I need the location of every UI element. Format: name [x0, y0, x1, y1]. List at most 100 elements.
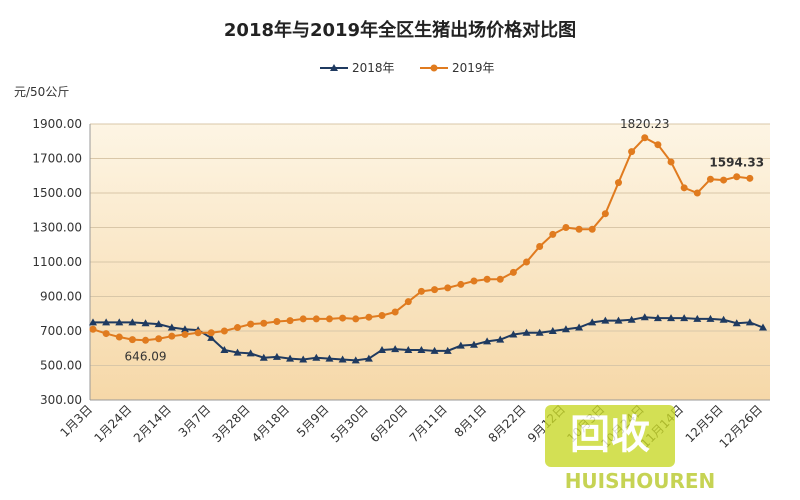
point	[667, 314, 676, 322]
point	[141, 319, 150, 327]
point	[115, 318, 124, 326]
point	[194, 329, 202, 337]
point	[339, 314, 347, 322]
point	[234, 324, 242, 332]
point	[128, 336, 136, 344]
watermark: 回收 HUISHOUREN	[545, 405, 715, 493]
y-axis-label: 元/50公斤	[14, 85, 69, 99]
watermark-box	[545, 405, 675, 467]
point	[496, 335, 505, 343]
point	[719, 315, 728, 323]
y-tick-label: 1900.00	[32, 117, 82, 131]
point	[745, 318, 754, 326]
point	[680, 184, 688, 192]
point	[548, 327, 557, 334]
point	[391, 345, 400, 353]
point	[706, 314, 715, 322]
point	[456, 341, 465, 349]
point	[588, 318, 597, 326]
point	[207, 329, 215, 337]
point	[417, 345, 426, 353]
point	[233, 348, 242, 356]
x-tick-label: 2月14日	[131, 402, 174, 445]
point	[614, 316, 623, 324]
x-tick-label: 1月24日	[91, 402, 134, 445]
point	[627, 315, 636, 323]
point	[693, 189, 701, 197]
point	[601, 316, 610, 324]
watermark-logo: 回收	[570, 412, 650, 458]
y-tick-label: 1700.00	[32, 152, 82, 166]
point	[155, 335, 163, 343]
point	[325, 354, 334, 362]
point	[653, 314, 662, 322]
x-tick-label: 3月7日	[176, 402, 214, 440]
legend-label: 2019年	[452, 61, 495, 75]
point	[535, 328, 544, 336]
point	[142, 336, 150, 344]
x-tick-label: 5月30日	[328, 402, 371, 445]
point	[444, 284, 452, 292]
point	[522, 328, 531, 336]
point	[286, 354, 295, 362]
point	[483, 275, 491, 283]
y-tick-label: 1500.00	[32, 186, 82, 200]
x-tick-label: 3月28日	[210, 402, 253, 445]
point	[220, 345, 229, 353]
point	[417, 287, 425, 295]
point	[523, 258, 531, 266]
point	[509, 330, 518, 338]
point	[628, 148, 636, 156]
x-tick-label: 1月3日	[57, 402, 95, 440]
point	[273, 318, 281, 326]
series-line	[93, 316, 764, 362]
value-label: 646.09	[125, 349, 167, 363]
value-label: 1594.33	[709, 156, 764, 170]
point	[246, 349, 255, 357]
point	[404, 345, 413, 353]
y-tick-label: 1300.00	[32, 221, 82, 235]
point	[549, 230, 557, 238]
point	[312, 315, 320, 323]
point	[154, 320, 163, 328]
point	[720, 176, 728, 184]
point	[128, 318, 137, 326]
point	[299, 355, 308, 363]
y-tick-label: 700.00	[40, 324, 82, 338]
point	[680, 314, 689, 322]
point	[220, 327, 228, 335]
point	[391, 308, 399, 316]
point	[693, 314, 702, 322]
x-tick-label: 7月11日	[407, 402, 450, 445]
point	[430, 64, 438, 72]
legend: 2018年 2019年	[320, 61, 495, 75]
watermark-text: HUISHOUREN	[565, 469, 716, 493]
point	[509, 268, 517, 276]
point	[378, 311, 386, 319]
point	[102, 330, 110, 338]
chart-title: 2018年与2019年全区生猪出场价格对比图	[224, 19, 576, 41]
value-label: 1820.23	[620, 117, 670, 131]
point	[654, 141, 662, 149]
point	[733, 173, 741, 181]
point	[483, 337, 492, 345]
point	[496, 275, 504, 283]
point	[562, 224, 570, 231]
point	[89, 318, 97, 326]
point	[89, 325, 97, 333]
point	[431, 286, 439, 294]
point	[588, 225, 596, 233]
point	[330, 64, 338, 71]
y-tick-label: 900.00	[40, 290, 82, 304]
point	[457, 280, 465, 288]
x-tick-label: 6月20日	[367, 402, 410, 445]
point	[667, 158, 675, 166]
point	[443, 346, 452, 354]
point	[352, 315, 360, 323]
y-tick-label: 500.00	[40, 359, 82, 373]
point	[759, 323, 767, 331]
point	[536, 242, 544, 250]
point	[260, 319, 268, 327]
point	[575, 225, 583, 233]
